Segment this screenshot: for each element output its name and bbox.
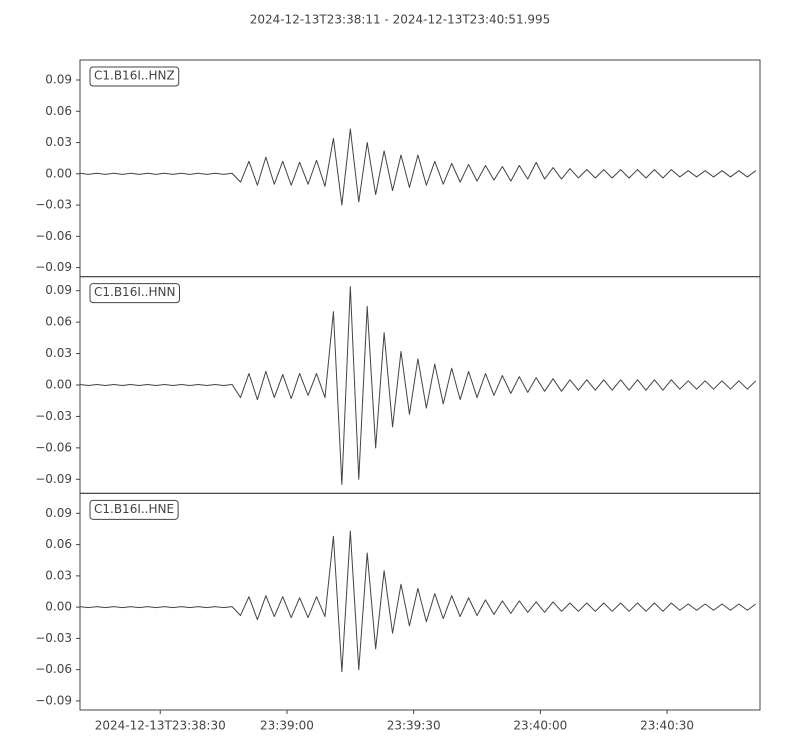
y-tick-label: 0.00 (45, 166, 72, 180)
y-tick-label: −0.09 (35, 472, 72, 486)
label-box (89, 499, 179, 520)
x-tick-label: 23:40:00 (513, 719, 567, 733)
waveform (80, 286, 757, 486)
panel-frame (79, 59, 761, 278)
x-tick-label: 23:40:30 (640, 719, 694, 733)
y-tick-label: −0.03 (35, 631, 72, 645)
x-tick-label: 23:39:00 (260, 719, 314, 733)
y-tick-label: −0.09 (35, 693, 72, 707)
y-tick-label: 0.09 (45, 506, 72, 520)
trace-label: C1.B16I..HNZ (94, 69, 175, 83)
y-tick-label: 0.06 (45, 315, 72, 329)
y-tick-label: 0.00 (45, 378, 72, 392)
label-box (89, 283, 180, 304)
y-tick-label: −0.03 (35, 409, 72, 423)
y-tick-label: 0.06 (45, 537, 72, 551)
x-tick-label: 23:39:30 (387, 719, 441, 733)
waveform (80, 128, 757, 206)
y-tick-label: 0.00 (45, 600, 72, 614)
trace-label: C1.B16I..HNE (94, 502, 174, 516)
panel-frame (79, 492, 761, 711)
y-tick-label: 0.09 (45, 73, 72, 87)
y-tick-label: 0.03 (45, 135, 72, 149)
y-tick-label: 0.03 (45, 346, 72, 360)
label-box (89, 66, 180, 87)
y-tick-label: −0.06 (35, 440, 72, 454)
y-tick-label: 0.09 (45, 283, 72, 297)
y-tick-label: 0.03 (45, 568, 72, 582)
y-tick-label: −0.06 (35, 662, 72, 676)
waveform (80, 530, 757, 673)
y-tick-label: 0.06 (45, 104, 72, 118)
trace-label: C1.B16I..HNN (94, 285, 175, 299)
y-tick-label: −0.03 (35, 198, 72, 212)
x-tick-label: 2024-12-13T23:38:30 (95, 719, 226, 733)
chart-title: 2024-12-13T23:38:11 - 2024-12-13T23:40:5… (250, 13, 551, 27)
y-tick-label: −0.09 (35, 260, 72, 274)
y-tick-label: −0.06 (35, 229, 72, 243)
